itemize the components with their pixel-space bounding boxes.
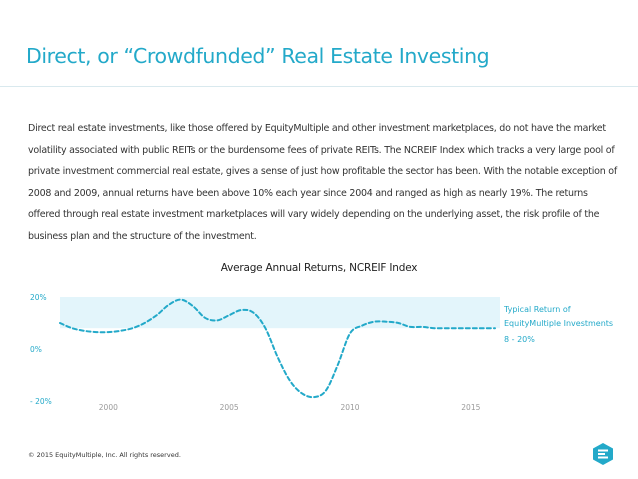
title-divider bbox=[0, 86, 638, 87]
y-tick-label: 20% bbox=[30, 293, 47, 302]
body-paragraph: Direct real estate investments, like tho… bbox=[28, 123, 617, 242]
annotation-label-line2: EquityMultiple Investments bbox=[504, 319, 614, 328]
x-tick-label: 2010 bbox=[340, 403, 359, 412]
x-tick-label: 2005 bbox=[220, 403, 239, 412]
ncreif-returns-line bbox=[59, 298, 496, 399]
annotation-range: 8 - 20% bbox=[504, 335, 535, 344]
copyright-footer: © 2015 EquityMultiple, Inc. All rights r… bbox=[28, 451, 181, 459]
chart-title: Average Annual Returns, NCREIF Index bbox=[220, 262, 418, 274]
typical-return-band bbox=[60, 297, 500, 329]
equitymultiple-logo-icon bbox=[593, 443, 613, 465]
slide-title: Direct, or “Crowdfunded” Real Estate Inv… bbox=[26, 44, 490, 68]
y-tick-label: - 20% bbox=[30, 397, 52, 406]
x-tick-label: 2000 bbox=[99, 403, 118, 412]
x-tick-label: 2015 bbox=[461, 403, 480, 412]
y-tick-label: 0% bbox=[30, 345, 42, 354]
annotation-label-line1: Typical Return of bbox=[504, 305, 571, 314]
